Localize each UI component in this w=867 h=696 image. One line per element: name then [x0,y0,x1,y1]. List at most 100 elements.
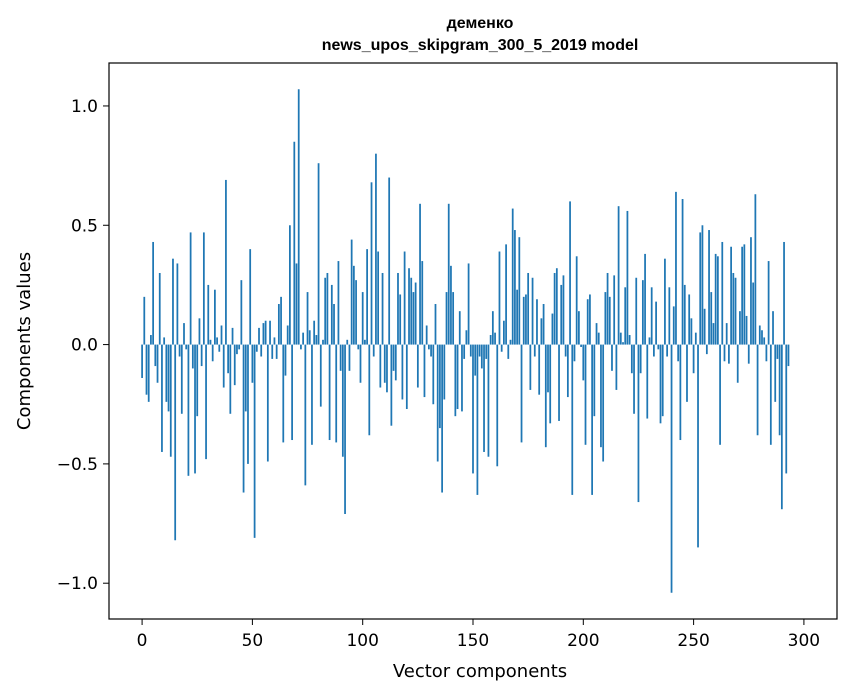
bar-148 [467,263,470,345]
bar-173 [522,296,525,345]
bar-245 [681,199,684,345]
bar-144 [458,311,461,345]
bar-221 [628,335,631,345]
bar-94 [348,344,351,371]
bar-280 [758,325,761,345]
bar-197 [575,256,578,345]
bar-141 [452,292,455,345]
bar-90 [339,344,342,371]
bar-220 [626,210,629,345]
bar-287 [774,344,777,402]
bar-115 [394,344,397,381]
bar-179 [536,299,538,345]
bar-57 [266,344,269,462]
bar-84 [326,272,329,345]
bar-159 [491,311,494,345]
bar-232 [653,344,655,357]
bar-145 [461,344,463,412]
bar-13 [169,344,172,457]
bar-183 [544,344,547,448]
bar-73 [302,332,305,345]
bar-114 [392,344,395,371]
bar-77 [311,344,313,445]
bar-60 [273,337,276,345]
bar-125 [416,344,419,388]
bar-213 [611,344,613,371]
bar-283 [765,344,768,362]
bar-10 [163,337,166,345]
bar-58 [269,320,271,345]
bar-93 [346,339,349,345]
bar-50 [251,344,254,383]
bar-110 [383,344,386,383]
bar-285 [769,344,772,445]
bar-205 [593,344,596,417]
bar-26 [198,318,201,345]
bar-243 [677,344,680,362]
bar-9 [161,344,163,452]
bar-92 [344,344,346,514]
bar-136 [441,344,443,493]
bar-142 [454,344,457,417]
y-tick-label: −0.5 [57,455,98,475]
chart-title: деменко [447,15,514,32]
bar-157 [487,344,490,457]
bar-106 [375,153,377,345]
bar-70 [295,263,298,345]
bar-121 [408,268,410,345]
bar-166 [507,344,510,359]
bar-199 [580,344,582,347]
bar-250 [692,344,695,374]
bar-96 [352,265,355,345]
bar-282 [763,337,766,345]
bar-104 [370,182,373,345]
bar-30 [207,284,210,345]
bar-155 [483,344,485,452]
bar-256 [705,344,708,355]
bar-289 [778,344,781,436]
bar-214 [613,275,616,345]
bar-20 [185,344,188,350]
bar-3 [147,344,150,402]
bar-160 [494,332,496,345]
bar-233 [655,301,657,345]
bar-207 [597,332,600,345]
bar-255 [703,308,706,345]
y-tick-label: −1.0 [57,574,98,594]
bar-21 [187,344,190,476]
x-axis-label: Vector components [393,661,567,682]
bar-181 [540,318,543,345]
bar-38 [225,179,227,345]
bar-253 [699,232,702,345]
bar-62 [277,304,280,345]
bar-228 [644,253,646,345]
bar-16 [176,263,179,345]
bar-153 [478,344,481,357]
bar-127 [421,261,424,345]
bar-103 [368,344,371,436]
bar-101 [364,339,366,345]
x-tick-label: 50 [242,631,264,651]
bar-172 [520,344,523,443]
bar-139 [447,203,450,345]
bar-65 [284,344,287,376]
bar-24 [194,344,196,474]
bar-67 [289,225,291,345]
bar-165 [505,244,507,345]
y-tick-label: 0.0 [71,336,98,356]
bar-290 [780,344,783,510]
bar-130 [428,344,430,350]
bar-293 [787,344,790,367]
bar-33 [214,289,216,345]
bar-69 [293,141,296,345]
bar-22 [189,232,192,345]
bar-97 [355,280,357,345]
bar-266 [728,344,730,364]
bar-177 [531,277,534,345]
bar-187 [553,272,556,345]
bar-257 [708,230,710,345]
chart-subtitle: news_upos_skipgram_300_5_2019 model [322,37,639,54]
bar-236 [661,344,664,417]
bar-119 [403,251,406,345]
bar-204 [591,344,593,495]
